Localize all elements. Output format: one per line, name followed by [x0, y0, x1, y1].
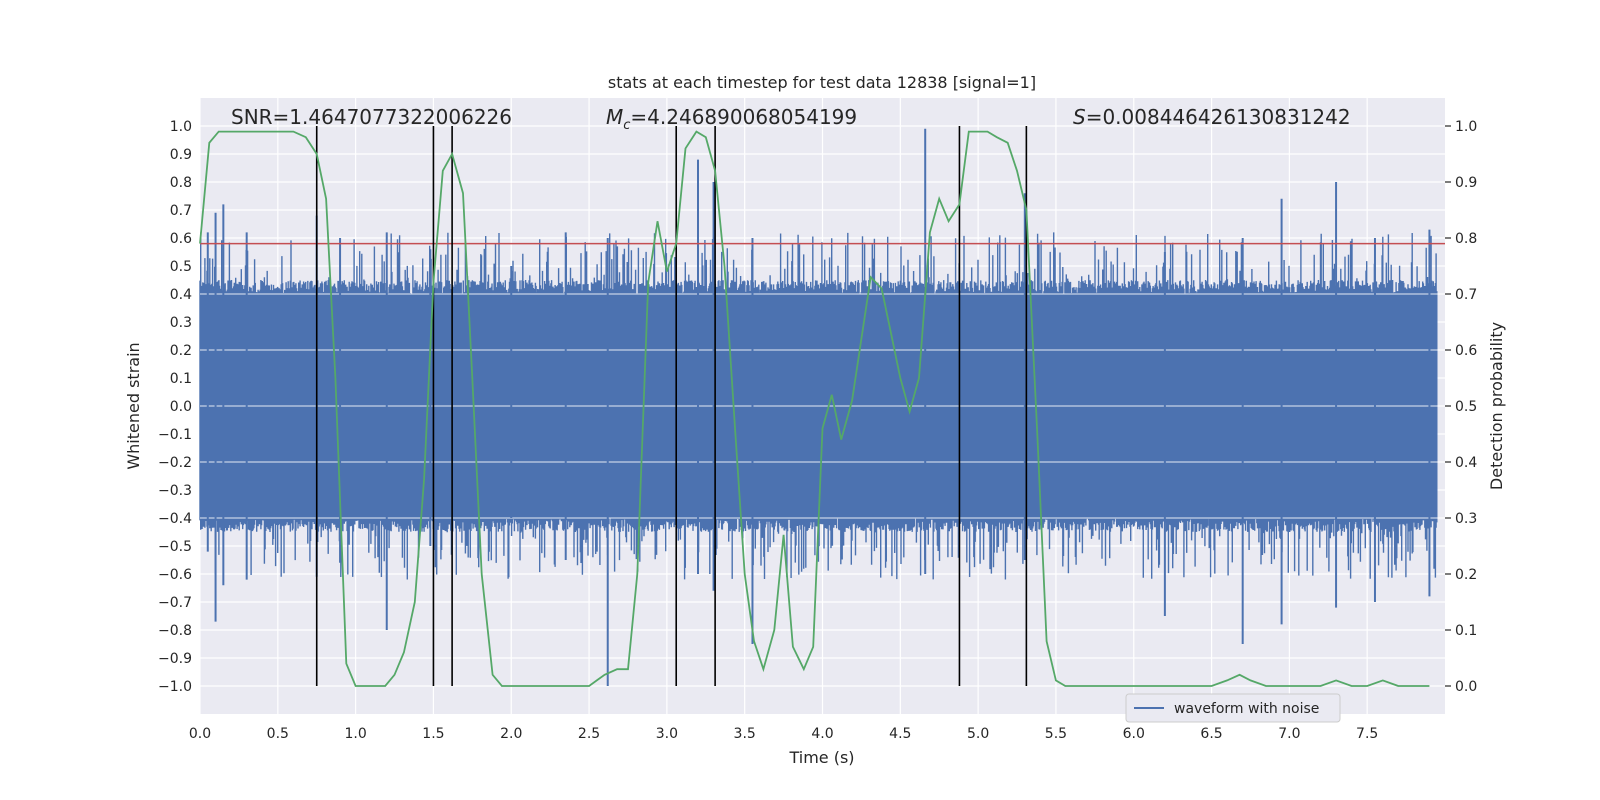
x-tick-label: 3.5 — [734, 726, 756, 742]
snr-annotation: SNR=1.4647077322006226 — [231, 105, 512, 129]
y-tick-label: −0.4 — [158, 511, 192, 527]
s-value: =0.008446426130831242 — [1086, 105, 1351, 129]
x-tick-label: 7.5 — [1356, 726, 1378, 742]
x-tick-label: 3.0 — [656, 726, 678, 742]
y-tick-label: 0.0 — [170, 399, 192, 415]
y2-tick-label: 0.6 — [1455, 343, 1477, 359]
y2-tick-label: 0.1 — [1455, 623, 1477, 639]
y-tick-label: −0.6 — [158, 567, 192, 583]
mc-value: =4.246890068054199 — [630, 105, 857, 129]
x-tick-label: 5.5 — [1045, 726, 1067, 742]
x-tick-label: 0.0 — [189, 726, 211, 742]
x-tick-label: 6.0 — [1123, 726, 1145, 742]
y2-tick-label: 0.8 — [1455, 231, 1477, 247]
s-symbol: S — [1073, 105, 1086, 129]
s-annotation: S=0.008446426130831242 — [1073, 105, 1351, 129]
y2-tick-label: 0.3 — [1455, 511, 1477, 527]
y2-tick-label: 1.0 — [1455, 119, 1477, 135]
y-tick-label: −0.7 — [158, 595, 192, 611]
y-tick-label: 0.5 — [170, 259, 192, 275]
y-tick-label: −0.9 — [158, 651, 192, 667]
y-tick-label: 0.1 — [170, 371, 192, 387]
y-tick-label: 0.8 — [170, 175, 192, 191]
detection-probability-series — [199, 130, 1430, 687]
detection-probability-line — [199, 130, 1430, 687]
segment-boundaries — [315, 126, 1028, 686]
x-tick-label: 7.0 — [1278, 726, 1300, 742]
x-tick-label: 2.5 — [578, 726, 600, 742]
y-tick-label: −0.2 — [158, 455, 192, 471]
x-axis-label: Time (s) — [788, 748, 854, 767]
mc-symbol: M — [606, 105, 623, 129]
x-tick-label: 0.5 — [267, 726, 289, 742]
x-tick-label: 4.0 — [811, 726, 833, 742]
y-tick-label: 0.7 — [170, 203, 192, 219]
x-axis-ticks: 0.0 0.5 1.0 1.5 2.0 2.5 3.0 3.5 4.0 4.5 5.0 5.5 6.0 6… — [189, 726, 1378, 742]
y-axis-label: Whitened strain — [124, 342, 143, 469]
legend-label: waveform with noise — [1174, 701, 1319, 717]
y-tick-label: −0.3 — [158, 483, 192, 499]
y-tick-label: −0.1 — [158, 427, 192, 443]
y-tick-label: 0.9 — [170, 147, 192, 163]
y-tick-label: 0.2 — [170, 343, 192, 359]
y2-tick-label: 0.2 — [1455, 567, 1477, 583]
y2-tick-label: 0.9 — [1455, 175, 1477, 191]
x-tick-label: 5.0 — [967, 726, 989, 742]
y2-tick-label: 0.5 — [1455, 399, 1477, 415]
y2-tick-label: 0.7 — [1455, 287, 1477, 303]
legend: waveform with noise — [1125, 693, 1341, 723]
y-tick-label: 0.3 — [170, 315, 192, 331]
y-tick-label: 0.6 — [170, 231, 192, 247]
x-tick-label: 2.0 — [500, 726, 522, 742]
y2-axis-ticks: 1.0 0.9 0.8 0.7 0.6 0.5 0.4 0.3 0.2 0.1 0.0 — [1445, 119, 1477, 695]
legend-box — [1125, 693, 1341, 723]
y2-tick-label: 0.4 — [1455, 455, 1477, 471]
y-tick-label: −0.8 — [158, 623, 192, 639]
x-tick-label: 1.5 — [422, 726, 444, 742]
y-tick-label: −0.5 — [158, 539, 192, 555]
x-tick-label: 6.5 — [1200, 726, 1222, 742]
y2-tick-label: 0.0 — [1455, 679, 1477, 695]
y-tick-label: −1.0 — [158, 679, 192, 695]
mc-subscript: c — [623, 118, 630, 133]
waveform-series — [199, 128, 1445, 686]
chart-title: stats at each timestep for test data 128… — [608, 73, 1036, 92]
y-tick-label: 1.0 — [170, 119, 192, 135]
y-tick-label: 0.4 — [170, 287, 192, 303]
chirp-mass-annotation: Mc=4.246890068054199 — [606, 105, 857, 133]
y-axis-ticks: 1.0 0.9 0.8 0.7 0.6 0.5 0.4 0.3 0.2 0.1 0.0 −0.1 −0.… — [158, 119, 192, 695]
x-tick-label: 4.5 — [889, 726, 911, 742]
y2-axis-label: Detection probability — [1487, 322, 1506, 490]
x-tick-label: 1.0 — [344, 726, 366, 742]
